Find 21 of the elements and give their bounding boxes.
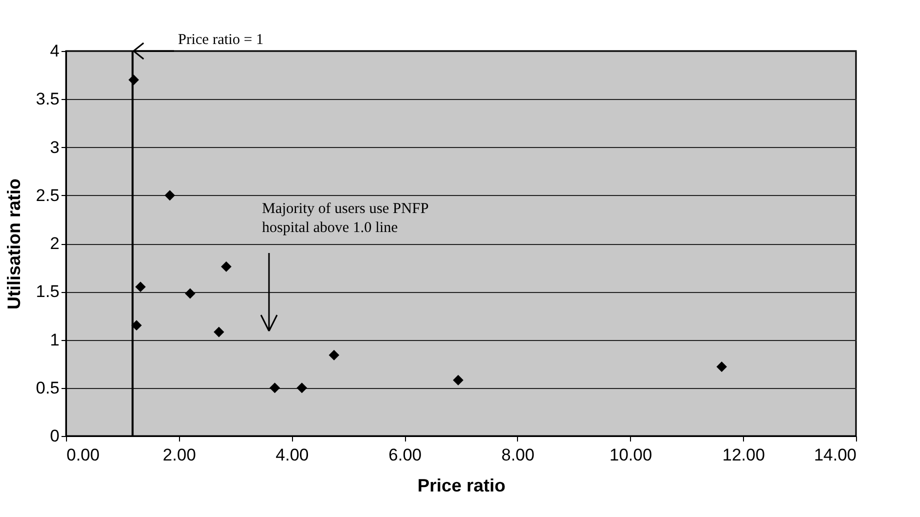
x-tick-label: 2.00 (162, 446, 196, 464)
text: Price ratio = 1 (178, 32, 264, 48)
y-tick-label: 0 (50, 426, 60, 446)
x-tick-label: 8.00 (501, 446, 534, 464)
x-tick-label: 10.00 (610, 446, 652, 464)
y-tick-label: 1 (50, 330, 60, 350)
y-tick-label: 2.5 (36, 186, 60, 205)
x-tick-label: 0.00 (66, 446, 100, 464)
y-tick-label: 1.5 (36, 282, 60, 302)
x-tick-label: 6.00 (388, 446, 422, 464)
x-axis-title: Price ratio (417, 476, 506, 496)
y-tick-label: 3 (50, 138, 60, 157)
y-tick-label: 2 (50, 234, 60, 253)
annotation: Majority of users use PNFP hospital above 1.0 line (262, 201, 429, 236)
y-tick-label: 4 (50, 42, 60, 60)
x-tick-label: 14.00 (814, 446, 856, 464)
y-axis-title: Utilisation ratio (4, 178, 24, 310)
y-tick-label: 0.5 (36, 378, 60, 398)
x-tick-label: 4.00 (276, 446, 309, 464)
y-tick-label: 3.5 (36, 90, 60, 109)
x-tick-label: 12.00 (722, 446, 765, 464)
